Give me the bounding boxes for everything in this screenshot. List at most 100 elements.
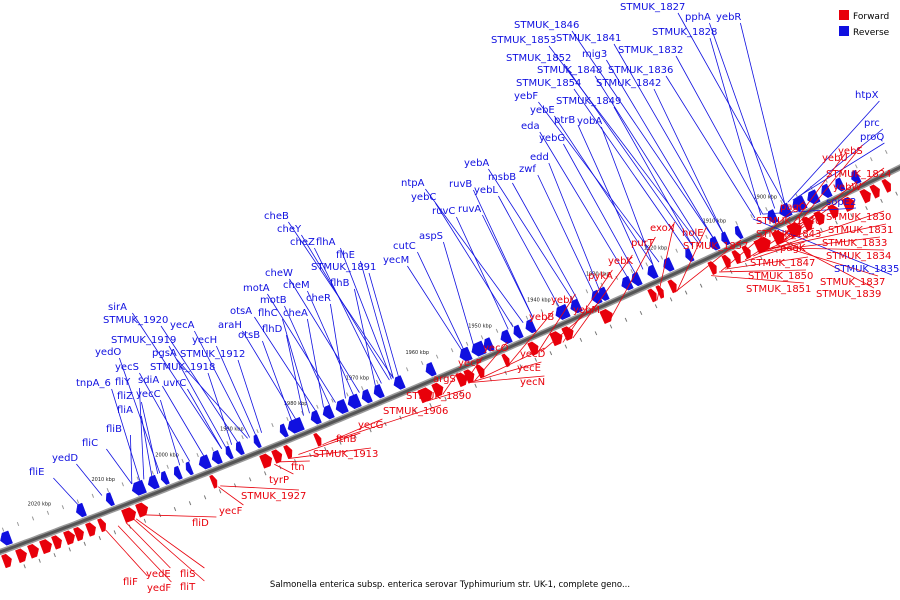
gene-label-stmuk-1847[interactable]: STMUK_1847: [750, 258, 815, 269]
gene-label-stmuk-1913[interactable]: STMUK_1913: [313, 449, 378, 460]
gene-label-stmuk-1830[interactable]: STMUK_1830: [826, 212, 891, 223]
gene-label-flis[interactable]: fliS: [180, 569, 195, 580]
gene-label-stmuk-1843[interactable]: STMUK_1843: [756, 229, 821, 240]
gene-label-fliz[interactable]: fliZ: [117, 391, 133, 402]
gene-label-chey[interactable]: cheY: [277, 224, 302, 235]
gene-label-flib[interactable]: fliB: [106, 424, 122, 435]
gene-label-ruva[interactable]: ruvA: [458, 204, 481, 215]
gene-label-flhd[interactable]: flhD: [262, 324, 283, 335]
gene-label-stmuk-1850[interactable]: STMUK_1850: [748, 271, 813, 282]
gene-label-yecp[interactable]: yecP: [458, 358, 482, 369]
gene-label-stmuk-1890[interactable]: STMUK_1890: [406, 391, 471, 402]
gene-label-yech[interactable]: yecH: [192, 335, 217, 346]
gene-label-stmuk-1841[interactable]: STMUK_1841: [556, 33, 621, 44]
gene-label-pago[interactable]: pagO: [780, 202, 807, 213]
gene-label-yede[interactable]: yedE: [146, 569, 171, 580]
gene-label-yebf[interactable]: yebF: [514, 91, 538, 102]
gene-label-flid[interactable]: fliD: [192, 518, 209, 529]
gene-label-stmuk-1840[interactable]: STMUK_1840: [756, 216, 821, 227]
gene-label-yebw[interactable]: yebW: [833, 182, 861, 193]
gene-label-stmuk-1833[interactable]: STMUK_1833: [822, 238, 887, 249]
gene-label-stmuk-1846[interactable]: STMUK_1846: [514, 20, 579, 31]
gene-label-cheb[interactable]: cheB: [264, 211, 289, 222]
gene-label-yedo[interactable]: yedO: [95, 347, 121, 358]
gene-label-otsa[interactable]: otsA: [230, 306, 252, 317]
gene-label-tyrp[interactable]: tyrP: [269, 475, 289, 486]
gene-label-hole[interactable]: holE: [682, 228, 704, 239]
gene-label-stmuk-1836[interactable]: STMUK_1836: [608, 65, 673, 76]
gene-label-yecg[interactable]: yecG: [358, 420, 383, 431]
gene-label-yeba[interactable]: yebA: [464, 158, 489, 169]
gene-label-yoba[interactable]: yobA: [577, 116, 602, 127]
gene-label-chez[interactable]: cheZ: [290, 237, 315, 248]
gene-label-ftn[interactable]: ftn: [291, 462, 305, 473]
gene-label-stmuk-1837[interactable]: STMUK_1837: [820, 277, 885, 288]
gene-label-yeco[interactable]: yecO: [483, 343, 509, 354]
gene-label-yecs[interactable]: yecS: [115, 362, 139, 373]
gene-label-yedd[interactable]: yedD: [52, 453, 78, 464]
gene-label-stmuk-1848[interactable]: STMUK_1848: [537, 65, 602, 76]
gene-label-pgsa[interactable]: pgsA: [152, 348, 177, 359]
gene-label-stmuk-1851[interactable]: STMUK_1851: [746, 284, 811, 295]
gene-label-tnpa-6[interactable]: tnpA_6: [76, 378, 111, 389]
gene-label-yebe[interactable]: yebE: [530, 105, 555, 116]
gene-label-prc[interactable]: prc: [864, 118, 880, 129]
gene-label-proq[interactable]: proQ: [860, 132, 884, 143]
gene-label-yecc[interactable]: yecC: [136, 389, 161, 400]
gene-label-yecm[interactable]: yecM: [383, 255, 409, 266]
gene-label-chem[interactable]: cheM: [283, 280, 310, 291]
gene-label-stmuk-1832[interactable]: STMUK_1832: [618, 45, 683, 56]
gene-label-chea[interactable]: cheA: [283, 308, 308, 319]
gene-label-flit[interactable]: fliT: [180, 582, 196, 593]
gene-label-pagk[interactable]: pagK: [780, 243, 806, 254]
gene-label-stmuk-1920[interactable]: STMUK_1920: [103, 315, 168, 326]
gene-label-stmuk-1857[interactable]: STMUK_1857: [683, 241, 748, 252]
gene-label-flha[interactable]: flhA: [316, 237, 336, 248]
gene-label-stmuk-1912[interactable]: STMUK_1912: [180, 349, 245, 360]
gene-label-yecf[interactable]: yecF: [219, 506, 243, 517]
gene-label-asps[interactable]: aspS: [419, 231, 443, 242]
gene-label-purt[interactable]: purT: [631, 238, 655, 249]
gene-label-sdia[interactable]: sdiA: [138, 375, 159, 386]
gene-label-uvrc[interactable]: uvrC: [163, 378, 186, 389]
gene-label-ruvc[interactable]: ruvC: [432, 206, 455, 217]
gene-label-yebb[interactable]: yebB: [529, 312, 554, 323]
gene-label-stmuk-1891[interactable]: STMUK_1891: [311, 262, 376, 273]
gene-label-stmuk-1842[interactable]: STMUK_1842: [596, 78, 661, 89]
gene-label-flia[interactable]: fliA: [117, 405, 133, 416]
gene-label-stmuk-1831[interactable]: STMUK_1831: [828, 225, 893, 236]
gene-label-sope2[interactable]: sopE2: [826, 197, 856, 208]
gene-label-arah[interactable]: araH: [218, 320, 242, 331]
gene-label-flhb[interactable]: flhB: [330, 278, 350, 289]
gene-label-fliy[interactable]: fliY: [115, 377, 131, 388]
gene-label-yedf[interactable]: yedF: [147, 583, 171, 594]
gene-label-flie[interactable]: fliE: [29, 467, 44, 478]
gene-label-flhc[interactable]: flhC: [258, 308, 278, 319]
gene-label-edd[interactable]: edd: [530, 152, 549, 163]
gene-label-ruvb[interactable]: ruvB: [449, 179, 472, 190]
gene-label-ftnb[interactable]: ftnB: [336, 434, 357, 445]
gene-label-ntpa[interactable]: ntpA: [401, 178, 425, 189]
gene-label-yebs[interactable]: yebS: [838, 146, 863, 157]
gene-label-stmuk-1906[interactable]: STMUK_1906: [383, 406, 448, 417]
gene-label-yebi[interactable]: yebI: [551, 295, 572, 306]
gene-label-args[interactable]: argS: [433, 374, 456, 385]
gene-label-cher[interactable]: cheR: [306, 293, 331, 304]
gene-label-flif[interactable]: fliF: [123, 577, 138, 588]
gene-label-cutc[interactable]: cutC: [393, 241, 416, 252]
gene-label-yebl[interactable]: yebL: [474, 185, 498, 196]
gene-label-stmuk-1854[interactable]: STMUK_1854: [516, 78, 581, 89]
gene-label-stmuk-1827[interactable]: STMUK_1827: [620, 2, 685, 13]
gene-label-msbb[interactable]: msbB: [488, 172, 516, 183]
gene-label-pyka[interactable]: pykA: [588, 271, 613, 282]
gene-label-flic[interactable]: fliC: [82, 438, 98, 449]
gene-label-stmuk-1828[interactable]: STMUK_1828: [652, 27, 717, 38]
gene-label-eda[interactable]: eda: [521, 121, 540, 132]
gene-label-yeca[interactable]: yecA: [170, 320, 195, 331]
gene-label-stmuk-1839[interactable]: STMUK_1839: [816, 289, 881, 300]
gene-label-stmuk-1834[interactable]: STMUK_1834: [826, 251, 891, 262]
gene-label-sira[interactable]: sirA: [108, 302, 127, 313]
gene-label-stmuk-1824[interactable]: STMUK_1824: [826, 169, 891, 180]
gene-label-yebk[interactable]: yebK: [608, 256, 633, 267]
gene-label-yecd[interactable]: yecD: [520, 349, 546, 360]
